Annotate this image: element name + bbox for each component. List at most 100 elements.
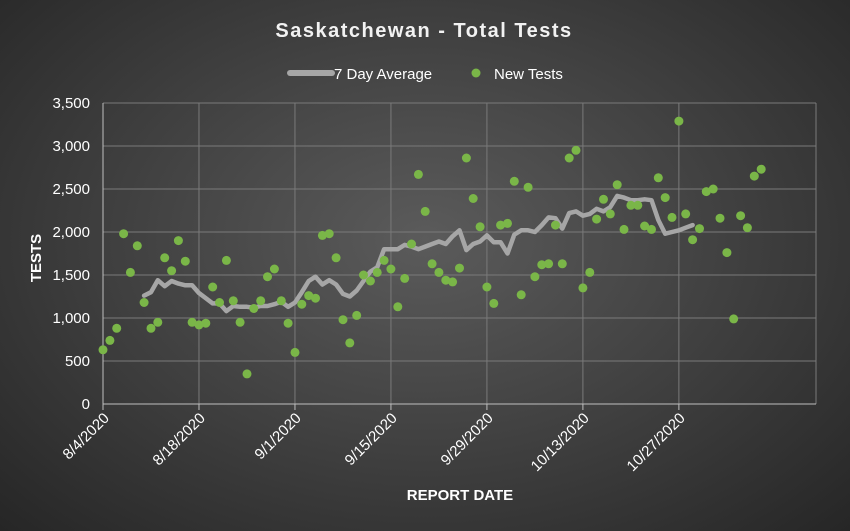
point-new-tests: [112, 323, 122, 333]
point-new-tests: [338, 315, 348, 325]
point-new-tests: [475, 222, 485, 232]
x-tick-label: 8/4/2020: [60, 410, 113, 463]
point-new-tests: [413, 169, 423, 179]
point-new-tests: [708, 184, 718, 194]
point-new-tests: [249, 304, 259, 313]
legend-swatch-new-tests: [471, 68, 481, 78]
point-new-tests: [407, 239, 416, 249]
point-new-tests: [372, 267, 382, 277]
point-new-tests: [695, 224, 704, 234]
point-new-tests: [640, 221, 650, 231]
point-new-tests: [441, 275, 451, 285]
point-new-tests: [215, 298, 224, 307]
point-new-tests: [160, 253, 170, 263]
point-new-tests: [688, 235, 698, 245]
y-tick-label: 2,000: [52, 224, 90, 241]
point-new-tests: [612, 180, 622, 190]
y-axis-ticks: 0 500 1,000 1,500 2,000 2,500 3,000 3,500: [52, 95, 90, 413]
point-new-tests: [256, 296, 266, 306]
series-7-day-average: [141, 193, 695, 314]
point-new-tests: [509, 176, 519, 186]
point-new-tests: [674, 116, 684, 126]
point-new-tests: [736, 211, 746, 221]
point-new-tests: [331, 253, 341, 263]
point-new-tests: [681, 209, 691, 219]
point-new-tests: [379, 255, 389, 265]
point-new-tests: [153, 317, 163, 327]
point-new-tests: [626, 200, 636, 210]
point-new-tests: [173, 236, 183, 246]
point-new-tests: [605, 209, 615, 219]
point-new-tests: [653, 173, 663, 183]
point-new-tests: [167, 266, 177, 276]
point-new-tests: [359, 270, 368, 280]
legend-label-7-day-average: 7 Day Average: [334, 66, 432, 83]
point-new-tests: [434, 267, 444, 277]
point-new-tests: [283, 318, 293, 328]
point-new-tests: [105, 335, 115, 345]
point-new-tests: [132, 241, 142, 251]
series-new-tests: [98, 116, 766, 379]
point-new-tests: [194, 320, 204, 330]
x-tick-label: 10/27/2020: [624, 410, 689, 475]
legend-label-new-tests: New Tests: [494, 66, 563, 83]
point-new-tests: [201, 318, 211, 328]
point-new-tests: [400, 273, 410, 283]
point-new-tests: [578, 283, 588, 293]
y-tick-label: 3,000: [52, 138, 90, 155]
point-new-tests: [701, 187, 711, 197]
point-new-tests: [503, 218, 512, 228]
point-new-tests: [420, 206, 430, 216]
point-new-tests: [489, 298, 499, 308]
point-new-tests: [98, 345, 108, 355]
chart-title: Saskatchewan - Total Tests: [275, 20, 572, 42]
x-tick-label: 9/29/2020: [438, 410, 497, 469]
point-new-tests: [729, 314, 739, 324]
point-new-tests: [324, 229, 334, 239]
point-new-tests: [742, 223, 752, 233]
point-new-tests: [345, 338, 355, 348]
point-new-tests: [715, 213, 725, 223]
point-new-tests: [571, 145, 581, 155]
point-new-tests: [146, 323, 156, 333]
x-tick-label: 9/15/2020: [342, 410, 401, 469]
point-new-tests: [235, 317, 245, 327]
point-new-tests: [352, 310, 362, 320]
point-new-tests: [564, 153, 574, 163]
y-tick-label: 1,500: [52, 267, 90, 284]
y-tick-label: 500: [65, 353, 90, 370]
point-new-tests: [599, 194, 608, 204]
point-new-tests: [722, 248, 732, 258]
x-axis-title: REPORT DATE: [407, 487, 513, 504]
point-new-tests: [537, 260, 547, 270]
point-new-tests: [297, 299, 307, 309]
point-new-tests: [468, 194, 478, 203]
point-new-tests: [660, 193, 670, 203]
point-new-tests: [119, 229, 129, 239]
x-tick-label: 10/13/2020: [528, 410, 593, 475]
point-new-tests: [304, 291, 314, 301]
y-tick-label: 3,500: [52, 95, 90, 112]
point-new-tests: [544, 259, 554, 269]
x-tick-label: 9/1/2020: [251, 410, 304, 463]
point-new-tests: [496, 220, 506, 230]
point-new-tests: [482, 282, 492, 292]
point-new-tests: [311, 293, 320, 303]
y-axis-title: TESTS: [28, 234, 45, 282]
point-new-tests: [455, 263, 464, 273]
x-axis-ticks: 8/4/2020 8/18/2020 9/1/2020 9/15/2020 9/29/2…: [60, 404, 689, 475]
point-new-tests: [393, 302, 403, 312]
point-new-tests: [749, 171, 759, 181]
plot-area: [102, 103, 817, 405]
point-new-tests: [523, 182, 533, 192]
y-tick-label: 2,500: [52, 181, 90, 198]
point-new-tests: [365, 276, 375, 286]
point-new-tests: [187, 317, 197, 327]
point-new-tests: [276, 296, 286, 306]
point-new-tests: [228, 296, 238, 306]
point-new-tests: [448, 277, 458, 287]
point-new-tests: [516, 290, 526, 300]
y-tick-label: 1,000: [52, 310, 90, 327]
